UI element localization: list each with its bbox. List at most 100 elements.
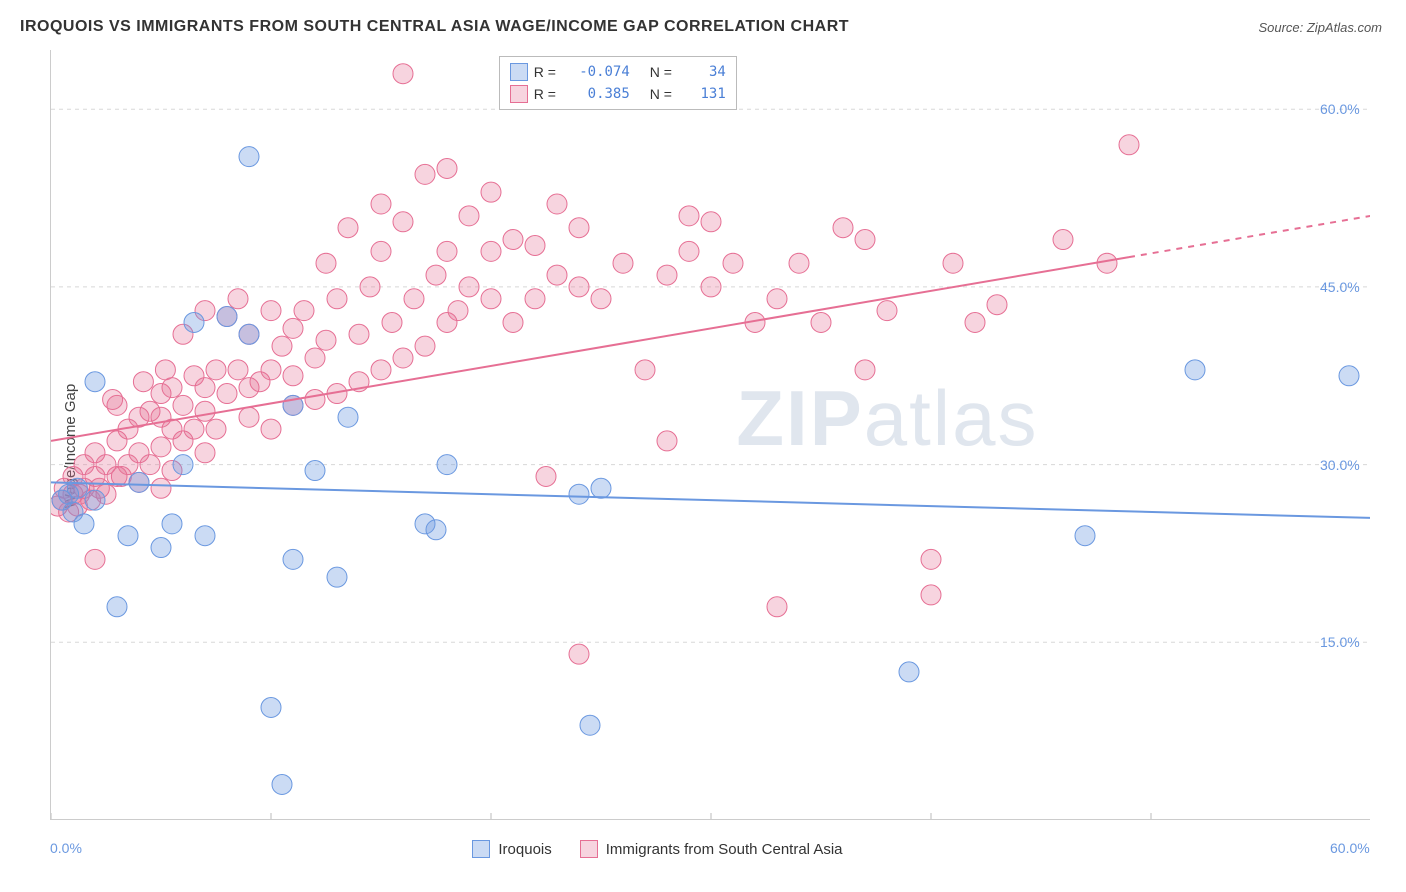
n-value: 34 xyxy=(686,64,726,80)
correlation-legend-row: R = -0.074 N = 34 xyxy=(510,61,726,83)
iroquois-point xyxy=(272,774,292,794)
r-label: R = xyxy=(534,64,564,80)
immigrants-point xyxy=(184,419,204,439)
immigrants-point xyxy=(1119,135,1139,155)
immigrants-point xyxy=(371,360,391,380)
r-value: 0.385 xyxy=(570,86,630,102)
iroquois-point xyxy=(195,526,215,546)
y-tick-label: 30.0% xyxy=(1320,457,1360,473)
immigrants-point xyxy=(1053,230,1073,250)
immigrants-point xyxy=(316,330,336,350)
immigrants-point xyxy=(228,360,248,380)
immigrants-point xyxy=(701,212,721,232)
immigrants-point xyxy=(338,218,358,238)
immigrants-point xyxy=(459,277,479,297)
immigrants-point xyxy=(921,585,941,605)
legend-swatch-icon xyxy=(510,85,528,103)
immigrants-point xyxy=(261,301,281,321)
immigrants-point xyxy=(305,389,325,409)
immigrants-point xyxy=(371,241,391,261)
iroquois-point xyxy=(591,478,611,498)
iroquois-point xyxy=(580,715,600,735)
immigrants-point xyxy=(437,241,457,261)
immigrants-point xyxy=(173,395,193,415)
immigrants-point xyxy=(371,194,391,214)
iroquois-point xyxy=(151,538,171,558)
immigrants-point xyxy=(503,312,523,332)
n-value: 131 xyxy=(686,86,726,102)
immigrants-trend-line-dashed xyxy=(1129,216,1370,257)
chart-title: IROQUOIS VS IMMIGRANTS FROM SOUTH CENTRA… xyxy=(20,18,849,36)
immigrants-point xyxy=(305,348,325,368)
iroquois-point xyxy=(184,312,204,332)
immigrants-point xyxy=(133,372,153,392)
immigrants-point xyxy=(767,289,787,309)
iroquois-point xyxy=(338,407,358,427)
iroquois-point xyxy=(107,597,127,617)
iroquois-point xyxy=(569,484,589,504)
immigrants-point xyxy=(448,301,468,321)
immigrants-point xyxy=(151,478,171,498)
iroquois-point xyxy=(239,147,259,167)
immigrants-point xyxy=(1097,253,1117,273)
immigrants-point xyxy=(382,312,402,332)
immigrants-point xyxy=(965,312,985,332)
immigrants-point xyxy=(426,265,446,285)
immigrants-point xyxy=(635,360,655,380)
immigrants-point xyxy=(679,241,699,261)
immigrants-point xyxy=(987,295,1007,315)
immigrants-point xyxy=(239,407,259,427)
immigrants-point xyxy=(283,366,303,386)
immigrants-point xyxy=(217,384,237,404)
iroquois-point xyxy=(74,514,94,534)
immigrants-point xyxy=(525,289,545,309)
correlation-legend: R = -0.074 N = 34 R = 0.385 N = 131 xyxy=(499,56,737,110)
iroquois-point xyxy=(162,514,182,534)
immigrants-point xyxy=(547,265,567,285)
immigrants-point xyxy=(107,395,127,415)
immigrants-point xyxy=(415,164,435,184)
n-label: N = xyxy=(650,64,680,80)
correlation-legend-row: R = 0.385 N = 131 xyxy=(510,83,726,105)
immigrants-point xyxy=(921,549,941,569)
immigrants-point xyxy=(393,212,413,232)
immigrants-point xyxy=(767,597,787,617)
iroquois-point xyxy=(283,549,303,569)
n-label: N = xyxy=(650,86,680,102)
legend-swatch-icon xyxy=(510,63,528,81)
immigrants-point xyxy=(481,289,501,309)
immigrants-point xyxy=(657,265,677,285)
immigrants-point xyxy=(140,455,160,475)
x-tick-label: 60.0% xyxy=(1330,840,1370,856)
immigrants-point xyxy=(723,253,743,273)
immigrants-point xyxy=(437,158,457,178)
immigrants-point xyxy=(349,324,369,344)
iroquois-point xyxy=(239,324,259,344)
immigrants-point xyxy=(811,312,831,332)
iroquois-point xyxy=(85,490,105,510)
immigrants-point xyxy=(481,241,501,261)
immigrants-point xyxy=(459,206,479,226)
scatter-plot xyxy=(50,50,1370,820)
y-tick-label: 60.0% xyxy=(1320,101,1360,117)
r-label: R = xyxy=(534,86,564,102)
immigrants-point xyxy=(591,289,611,309)
y-tick-label: 45.0% xyxy=(1320,279,1360,295)
y-tick-label: 15.0% xyxy=(1320,634,1360,650)
immigrants-point xyxy=(833,218,853,238)
iroquois-point xyxy=(305,461,325,481)
immigrants-point xyxy=(155,360,175,380)
immigrants-point xyxy=(261,419,281,439)
immigrants-point xyxy=(393,64,413,84)
immigrants-point xyxy=(547,194,567,214)
iroquois-point xyxy=(118,526,138,546)
immigrants-point xyxy=(536,466,556,486)
immigrants-point xyxy=(481,182,501,202)
immigrants-point xyxy=(415,336,435,356)
immigrants-point xyxy=(360,277,380,297)
source-attribution: Source: ZipAtlas.com xyxy=(1258,20,1382,35)
chart-container: IROQUOIS VS IMMIGRANTS FROM SOUTH CENTRA… xyxy=(0,0,1406,892)
r-value: -0.074 xyxy=(570,64,630,80)
immigrants-point xyxy=(316,253,336,273)
immigrants-point xyxy=(657,431,677,451)
